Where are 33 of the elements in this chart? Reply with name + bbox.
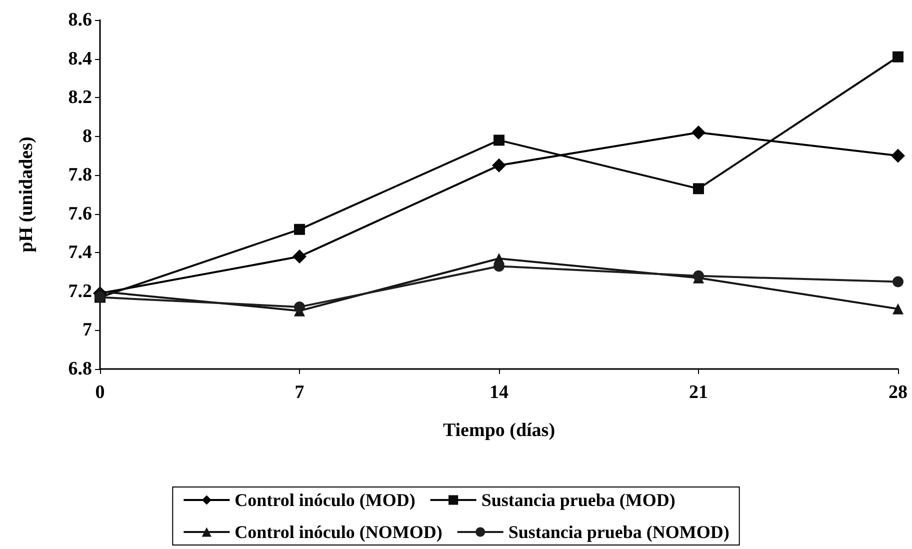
point — [892, 51, 904, 62]
y-tick-label: 8.6 — [68, 10, 92, 30]
y-tick-label: 8.2 — [68, 87, 92, 108]
point — [492, 158, 506, 172]
legend-label: Sustancia prueba (MOD) — [481, 490, 676, 510]
x-axis-title: Tiempo (días) — [442, 420, 556, 441]
legend-label: Sustancia prueba (NOMOD) — [508, 522, 730, 542]
point — [692, 125, 706, 140]
point — [494, 134, 504, 146]
y-tick-label: 7.8 — [68, 164, 92, 186]
point — [292, 250, 306, 264]
point — [693, 183, 704, 194]
y-tick-label: 8.4 — [68, 48, 92, 70]
point — [891, 148, 905, 163]
point — [892, 303, 904, 314]
y-tick-label: 8 — [82, 126, 92, 147]
y-tick-label: 7.2 — [68, 280, 92, 302]
legend-label: Control inóculo (NOMOD) — [234, 522, 442, 542]
x-tick-label: 28 — [888, 382, 908, 403]
point — [892, 276, 904, 288]
y-tick-label: 6.8 — [68, 358, 92, 380]
point — [294, 224, 305, 235]
y-axis-title: pH (unidades) — [16, 136, 37, 252]
point — [494, 260, 504, 272]
y-tick-label: 7.6 — [68, 203, 92, 224]
x-tick-label: 0 — [95, 382, 105, 403]
y-tick-label: 7 — [82, 320, 92, 341]
x-tick-label: 21 — [689, 382, 708, 403]
legend-label: Control inóculo (MOD) — [234, 490, 416, 510]
y-tick-label: 7.4 — [68, 242, 92, 264]
point — [294, 301, 305, 312]
x-tick-label: 14 — [490, 382, 509, 403]
x-tick-label: 7 — [294, 382, 305, 403]
